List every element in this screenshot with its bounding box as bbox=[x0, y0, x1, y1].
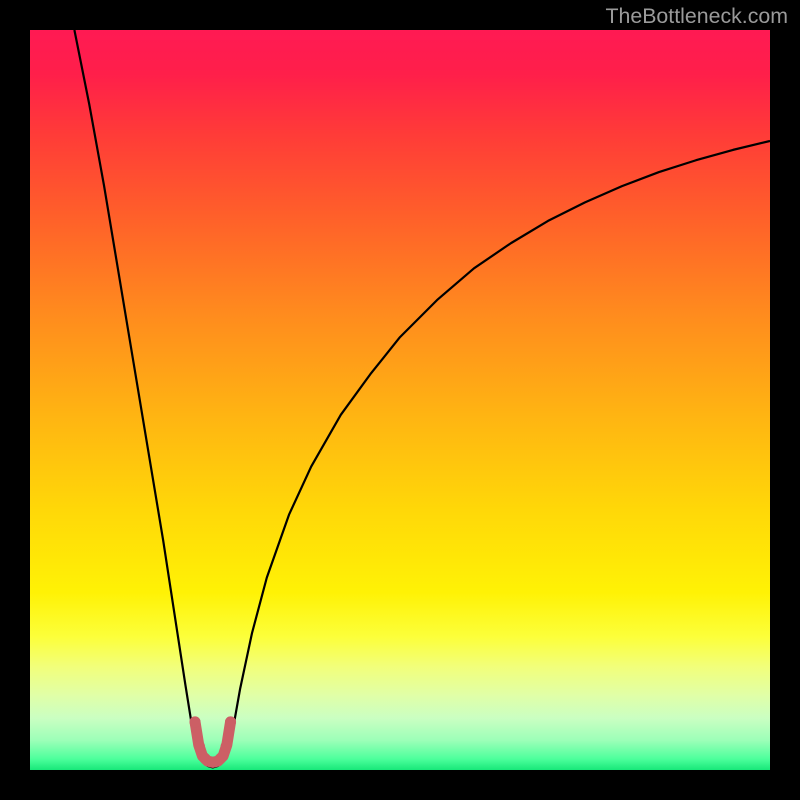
valley-dot bbox=[225, 716, 236, 727]
watermark-text: TheBottleneck.com bbox=[605, 4, 788, 29]
valley-dot bbox=[194, 741, 205, 752]
valley-dot bbox=[190, 716, 201, 727]
plot-area bbox=[30, 30, 770, 770]
gradient-background bbox=[30, 30, 770, 770]
chart-container: TheBottleneck.com bbox=[0, 0, 800, 800]
valley-dot bbox=[215, 753, 226, 764]
valley-dot bbox=[221, 741, 232, 752]
chart-svg bbox=[30, 30, 770, 770]
